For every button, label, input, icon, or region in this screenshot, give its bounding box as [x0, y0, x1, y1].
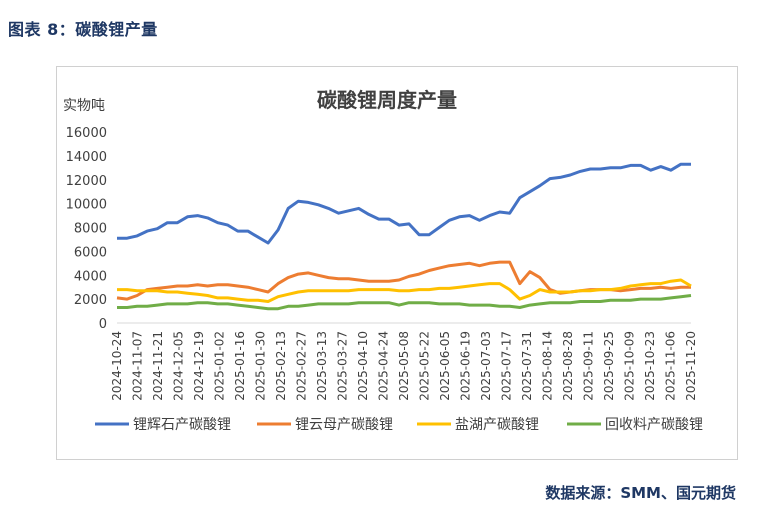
chart-title: 碳酸锂周度产量: [317, 88, 457, 112]
y-tick-label: 6000: [74, 245, 107, 260]
line-chart: 碳酸锂周度产量 实物吨 0 2000 4000 6000 8000 10000 12000 1…: [63, 88, 703, 433]
series-line-1: [117, 162, 691, 245]
x-tick-label: 2025-09-11: [582, 331, 596, 401]
x-tick-label: 2025-07-17: [500, 331, 514, 401]
x-tick-label: 2025-02-13: [274, 331, 288, 401]
legend-label: 锂云母产碳酸锂: [295, 417, 393, 433]
y-tick-label: 8000: [74, 222, 107, 237]
x-tick-label: 2024-10-24: [110, 331, 124, 401]
x-tick-label: 2024-11-07: [131, 331, 145, 401]
series-line-3: [117, 278, 692, 303]
x-tick-label: 2025-04-10: [356, 331, 370, 401]
x-tick-label: 2025-02-27: [295, 331, 309, 401]
x-tick-label: 2025-05-22: [418, 331, 432, 401]
x-tick-label: 2025-08-14: [541, 331, 555, 401]
x-tick-label: 2025-05-08: [397, 331, 411, 401]
x-tick-label: 2024-12-05: [172, 331, 186, 401]
x-tick-label: 2024-12-19: [192, 331, 206, 401]
x-tick-label: 2025-07-03: [479, 331, 493, 401]
page-title: 图表 8：碳酸锂产量: [8, 20, 158, 39]
x-tick-label: 2025-03-13: [315, 331, 329, 401]
x-tick-label: 2025-06-19: [459, 331, 473, 401]
y-tick-label: 14000: [66, 150, 107, 165]
x-tick-label: 2025-09-25: [602, 331, 616, 401]
y-tick-label: 2000: [74, 293, 107, 308]
x-tick-label: 2025-10-23: [643, 331, 657, 401]
legend-label: 锂辉石产碳酸锂: [133, 417, 231, 433]
y-axis-label: 实物吨: [63, 98, 105, 114]
y-tick-label: 10000: [66, 198, 107, 213]
x-tick-label: 2025-10-09: [623, 331, 637, 401]
y-tick-label: 0: [99, 317, 107, 332]
x-tick-label: 2025-01-16: [233, 331, 247, 401]
y-tick-label: 16000: [66, 126, 107, 141]
series-line-4: [117, 294, 692, 311]
legend-label: 盐湖产碳酸锂: [455, 417, 539, 433]
x-tick-label: 2025-06-05: [438, 331, 452, 401]
x-tick-label: 2025-11-06: [664, 331, 678, 401]
x-tick-label: 2025-08-28: [561, 331, 575, 401]
legend-label: 回收料产碳酸锂: [605, 417, 703, 433]
x-tick-label: 2025-07-31: [520, 331, 534, 401]
y-tick-label: 4000: [74, 269, 107, 284]
x-tick-label: 2025-01-02: [213, 331, 227, 401]
y-tick-label: 12000: [66, 174, 107, 189]
x-tick-label: 2025-03-27: [336, 331, 350, 401]
source-note: 数据来源：SMM、国元期货: [545, 484, 736, 502]
chart-frame: 碳酸锂周度产量 实物吨 0 2000 4000 6000 8000 10000 12000 1…: [56, 66, 738, 460]
x-tick-label: 2025-01-30: [254, 331, 268, 401]
x-tick-label: 2024-11-21: [151, 331, 165, 401]
x-tick-label: 2025-04-24: [377, 331, 391, 401]
x-tick-label: 2025-11-20: [684, 331, 698, 401]
